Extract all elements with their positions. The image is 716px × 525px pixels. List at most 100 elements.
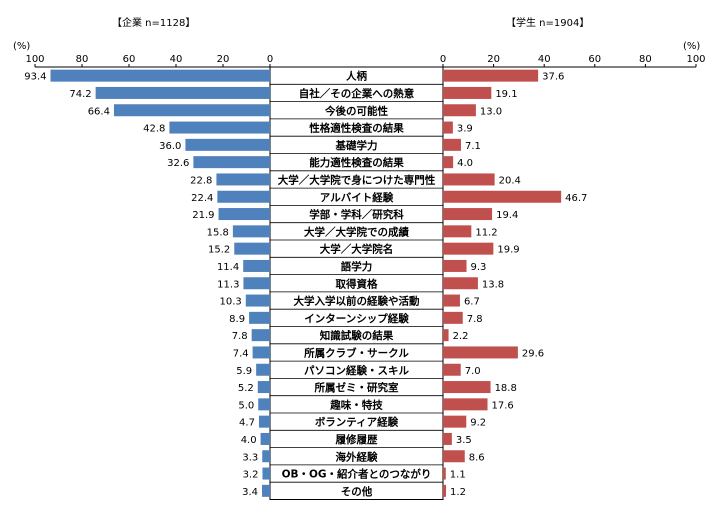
right-bar	[443, 329, 449, 342]
right-bar-value-label: 3.9	[457, 124, 473, 135]
left-bar-value-label: 42.8	[143, 124, 165, 135]
right-bar	[443, 86, 492, 99]
left-bar-value-label: 5.9	[236, 366, 252, 377]
left-bar-value-label: 36.0	[159, 141, 181, 152]
category-label: 性格適性検査の結果	[309, 122, 404, 135]
right-axis-tick-label: 80	[639, 54, 652, 65]
right-bar	[443, 277, 478, 290]
left-bar-value-label: 66.4	[88, 106, 110, 117]
right-bar-value-label: 8.6	[469, 452, 485, 463]
right-bar-value-label: 1.1	[450, 470, 466, 481]
right-bar-value-label: 7.8	[467, 314, 483, 325]
left-bar	[260, 432, 270, 445]
left-bar	[256, 363, 270, 376]
right-bar	[443, 398, 488, 411]
category-label: OB・OG・紹介者とのつながり	[282, 468, 432, 481]
left-bar-value-label: 5.0	[238, 400, 254, 411]
right-bar	[443, 225, 472, 238]
left-bar-value-label: 3.2	[243, 470, 259, 481]
right-bar-value-label: 19.9	[497, 245, 519, 256]
left-bar-value-label: 4.0	[241, 435, 257, 446]
left-bar	[95, 86, 270, 99]
right-bar-value-label: 29.6	[522, 348, 544, 359]
category-column-box	[269, 66, 444, 500]
right-bar	[443, 259, 467, 272]
right-bar-value-label: 37.6	[542, 72, 564, 83]
left-bar	[218, 208, 270, 221]
left-bar	[216, 173, 270, 186]
left-bar-value-label: 11.3	[217, 279, 239, 290]
category-label: 大学／大学院での成績	[304, 225, 409, 238]
left-bar	[217, 190, 270, 203]
right-unit-label: (%)	[683, 41, 700, 52]
category-label: 人柄	[346, 70, 367, 83]
category-label: ボランティア経験	[315, 416, 399, 429]
left-axis-tick-label: 0	[267, 54, 273, 65]
left-bar	[262, 450, 270, 463]
left-bar	[193, 156, 270, 169]
left-bar	[258, 415, 270, 428]
left-axis-tick-label: 40	[170, 54, 183, 65]
category-label: 知識試験の結果	[320, 329, 394, 342]
category-label: 趣味・特技	[329, 398, 383, 411]
right-bar	[443, 346, 518, 359]
category-label: 履修履歴	[335, 433, 378, 446]
right-bar	[443, 121, 453, 134]
left-bar-value-label: 8.9	[229, 314, 245, 325]
left-bar	[245, 294, 270, 307]
right-bar-value-label: 19.4	[496, 210, 518, 221]
right-bar	[443, 450, 465, 463]
left-bar-value-label: 4.7	[239, 418, 255, 429]
category-label: パソコン経験・スキル	[304, 364, 409, 377]
right-axis-tick-label: 20	[487, 54, 500, 65]
left-bar	[249, 311, 270, 324]
right-bar-value-label: 1.2	[450, 487, 466, 498]
category-label: 取得資格	[336, 277, 378, 290]
left-bar	[262, 467, 270, 480]
left-axis-tick-label: 80	[76, 54, 89, 65]
left-bar-value-label: 3.4	[242, 487, 258, 498]
left-bar-value-label: 74.2	[69, 89, 91, 100]
left-bar	[113, 104, 271, 117]
right-axis-tick-label: 40	[538, 54, 551, 65]
left-unit-label: (%)	[13, 41, 30, 52]
left-bar-value-label: 10.3	[220, 297, 242, 308]
right-bar-value-label: 13.0	[480, 106, 502, 117]
right-bar	[443, 415, 467, 428]
left-bar-value-label: 7.4	[233, 348, 249, 359]
left-bar	[50, 69, 271, 82]
left-axis-tick-label: 60	[123, 54, 136, 65]
right-bar	[443, 208, 493, 221]
right-bar-value-label: 4.0	[457, 158, 473, 169]
right-bar-value-label: 13.8	[482, 279, 504, 290]
right-bar	[443, 484, 447, 497]
category-label: 基礎学力	[335, 139, 378, 152]
right-bar	[443, 467, 446, 480]
right-bar	[443, 363, 461, 376]
left-bar	[262, 484, 270, 497]
left-bar	[252, 346, 270, 359]
left-bar-value-label: 21.9	[192, 210, 214, 221]
left-bar	[169, 121, 270, 134]
category-label: その他	[341, 485, 373, 498]
category-label: 大学／大学院で身につけた専門性	[278, 173, 436, 186]
right-bar-value-label: 3.5	[456, 435, 472, 446]
right-bar	[443, 242, 494, 255]
left-bar	[251, 329, 270, 342]
left-bar-value-label: 7.8	[232, 331, 248, 342]
category-label: 語学力	[341, 260, 373, 273]
right-bar-value-label: 11.2	[475, 227, 497, 238]
right-bar	[443, 381, 491, 394]
right-bar	[443, 173, 495, 186]
right-bar-value-label: 20.4	[499, 175, 521, 186]
right-bar-value-label: 17.6	[492, 400, 514, 411]
right-bar	[443, 156, 454, 169]
right-bar-value-label: 46.7	[565, 193, 587, 204]
category-label: 所属クラブ・サークル	[304, 346, 409, 359]
right-bar	[443, 190, 562, 203]
right-bar	[443, 294, 460, 307]
left-bar-value-label: 5.2	[238, 383, 254, 394]
left-bar	[234, 242, 270, 255]
right-bar-value-label: 18.8	[495, 383, 517, 394]
